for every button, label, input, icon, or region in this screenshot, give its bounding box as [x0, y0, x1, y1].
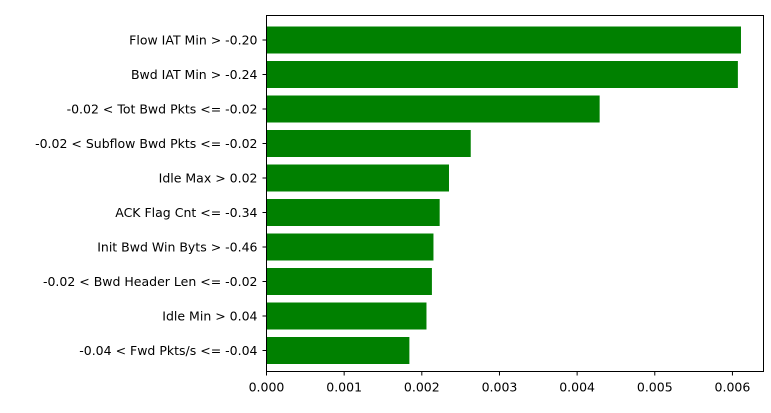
x-tick-label: 0.000 — [249, 380, 285, 395]
bar-4 — [266, 164, 449, 192]
y-tick-label: Idle Max > 0.02 — [159, 171, 258, 186]
bars-group — [266, 26, 741, 364]
bar-9 — [266, 337, 410, 364]
y-tick-label: Idle Min > 0.04 — [162, 309, 257, 324]
x-ticks: 0.000 0.001 0.002 0.003 0.004 0.005 0.006 — [249, 371, 751, 395]
y-tick-label: -0.02 < Bwd Header Len <= -0.02 — [43, 274, 258, 289]
bar-8 — [266, 302, 427, 330]
y-tick-label: -0.02 < Tot Bwd Pkts <= -0.02 — [67, 102, 258, 117]
x-tick-label: 0.003 — [482, 380, 518, 395]
bar-0 — [266, 26, 741, 54]
x-tick-label: 0.005 — [637, 380, 673, 395]
x-tick-label: 0.002 — [404, 380, 440, 395]
bar-1 — [266, 61, 738, 88]
bar-6 — [266, 233, 434, 261]
y-tick-label: Bwd IAT Min > -0.24 — [131, 67, 258, 82]
bar-7 — [266, 268, 432, 295]
bar-2 — [266, 95, 600, 123]
y-tick-label: ACK Flag Cnt <= -0.34 — [115, 205, 257, 220]
bar-5 — [266, 199, 440, 226]
y-tick-labels: Flow IAT Min > -0.20 Bwd IAT Min > -0.24 -… — [35, 33, 267, 358]
y-tick-label: Init Bwd Win Byts > -0.46 — [97, 240, 257, 255]
x-tick-label: 0.001 — [326, 380, 362, 395]
y-tick-label: -0.02 < Subflow Bwd Pkts <= -0.02 — [35, 136, 257, 151]
bar-3 — [266, 130, 471, 157]
x-tick-label: 0.006 — [715, 380, 751, 395]
y-tick-label: -0.04 < Fwd Pkts/s <= -0.04 — [79, 343, 257, 358]
x-tick-label: 0.004 — [559, 380, 595, 395]
plot-frame — [266, 15, 764, 372]
y-tick-label: Flow IAT Min > -0.20 — [129, 33, 257, 48]
